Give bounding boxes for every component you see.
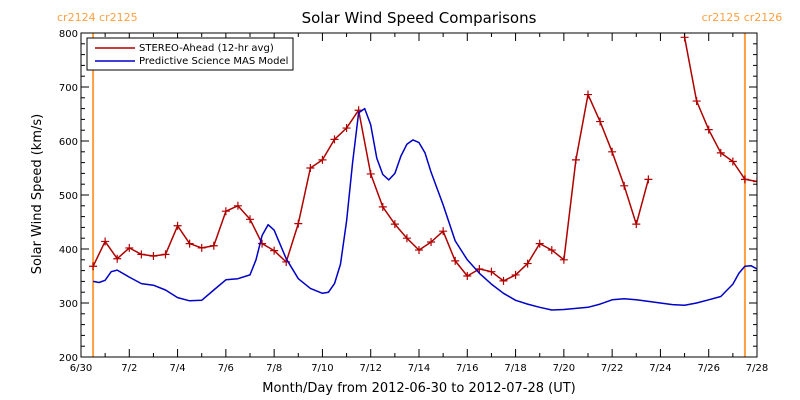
- data-point: [704, 125, 713, 134]
- data-point: [89, 262, 98, 271]
- y-tick-label: 500: [59, 191, 78, 202]
- x-tick-label: 7/26: [697, 363, 719, 374]
- data-point: [209, 241, 218, 250]
- data-point: [173, 221, 182, 230]
- data-point: [632, 220, 641, 229]
- data-point: [415, 246, 423, 255]
- data-point: [161, 250, 170, 259]
- data-point: [451, 256, 460, 265]
- data-point: [318, 155, 327, 164]
- data-point: [185, 239, 194, 248]
- x-tick-label: 7/20: [553, 363, 575, 374]
- data-point: [571, 155, 580, 164]
- data-point: [487, 267, 496, 276]
- x-tick-label: 7/10: [311, 363, 333, 374]
- data-point: [125, 243, 134, 252]
- series-group: [92, 107, 757, 311]
- data-point: [342, 124, 351, 133]
- plot-area: cr2124 cr2125 cr2125 cr2126 200 300 400 500 60…: [57, 11, 782, 374]
- data-point: [523, 259, 532, 268]
- carrington-marker-label: cr2124 cr2125: [57, 11, 138, 24]
- data-point: [101, 237, 110, 246]
- data-point: [499, 276, 508, 285]
- data-point: [390, 220, 399, 229]
- data-point: [608, 147, 617, 156]
- data-point: [402, 234, 411, 243]
- x-tick-label: 7/2: [121, 363, 137, 374]
- data-point: [439, 227, 448, 236]
- data-point: [547, 246, 556, 255]
- data-point: [475, 264, 484, 273]
- data-point: [270, 246, 279, 255]
- data-point: [463, 272, 472, 280]
- y-tick-label: 800: [59, 29, 78, 40]
- data-point: [716, 148, 725, 157]
- chart-title: Solar Wind Speed Comparisons: [302, 9, 537, 27]
- x-axis-title: Month/Day from 2012-06-30 to 2012-07-28 …: [262, 381, 575, 396]
- y-tick-label: 400: [59, 245, 78, 256]
- data-point: [306, 164, 315, 172]
- data-point: [584, 90, 592, 99]
- legend-box: [86, 37, 294, 71]
- x-tick-label: 7/4: [170, 363, 186, 374]
- x-tick-label: 7/24: [649, 363, 671, 374]
- x-tick-label: 7/12: [359, 363, 381, 374]
- legend-label-stereo: STEREO-Ahead (12-hr avg): [139, 43, 274, 54]
- data-point: [427, 237, 436, 246]
- data-point: [137, 250, 146, 259]
- data-point: [753, 177, 757, 186]
- data-point: [596, 117, 605, 126]
- data-point: [149, 252, 158, 261]
- carrington-marker-label: cr2125 cr2126: [702, 11, 783, 24]
- x-tick-label: 7/22: [601, 363, 623, 374]
- data-point: [197, 243, 206, 252]
- data-point: [620, 181, 629, 190]
- x-tick-label: 7/6: [218, 363, 234, 374]
- data-point: [221, 207, 230, 216]
- data-point: [692, 97, 701, 106]
- data-point: [233, 201, 242, 210]
- data-point: [378, 202, 387, 211]
- data-point: [511, 270, 520, 279]
- data-point: [535, 239, 544, 248]
- x-tick-label: 6/30: [70, 363, 92, 374]
- x-tick-label: 7/14: [408, 363, 430, 374]
- y-axis-title: Solar Wind Speed (km/s): [30, 114, 45, 274]
- data-point: [113, 254, 122, 263]
- y-tick-label: 700: [59, 83, 78, 94]
- x-tick-label: 7/8: [266, 363, 282, 374]
- data-point: [246, 215, 254, 224]
- x-tick-label: 7/28: [746, 363, 768, 374]
- data-point: [559, 255, 568, 264]
- data-point: [644, 175, 653, 184]
- y-tick-label: 300: [59, 299, 78, 310]
- y-tick-label: 200: [59, 353, 78, 364]
- y-tick-label: 600: [59, 137, 78, 148]
- data-point: [366, 169, 375, 178]
- series-group: [89, 33, 757, 285]
- x-tick-label: 7/18: [504, 363, 526, 374]
- legend: STEREO-Ahead (12-hr avg) Predictive Scie…: [86, 37, 294, 71]
- series-line: [92, 107, 757, 311]
- x-tick-label: 7/16: [456, 363, 478, 374]
- data-point: [728, 157, 737, 166]
- legend-label-mas: Predictive Science MAS Model: [139, 56, 288, 67]
- data-point: [294, 219, 303, 228]
- data-point: [330, 135, 339, 144]
- data-point: [740, 175, 749, 184]
